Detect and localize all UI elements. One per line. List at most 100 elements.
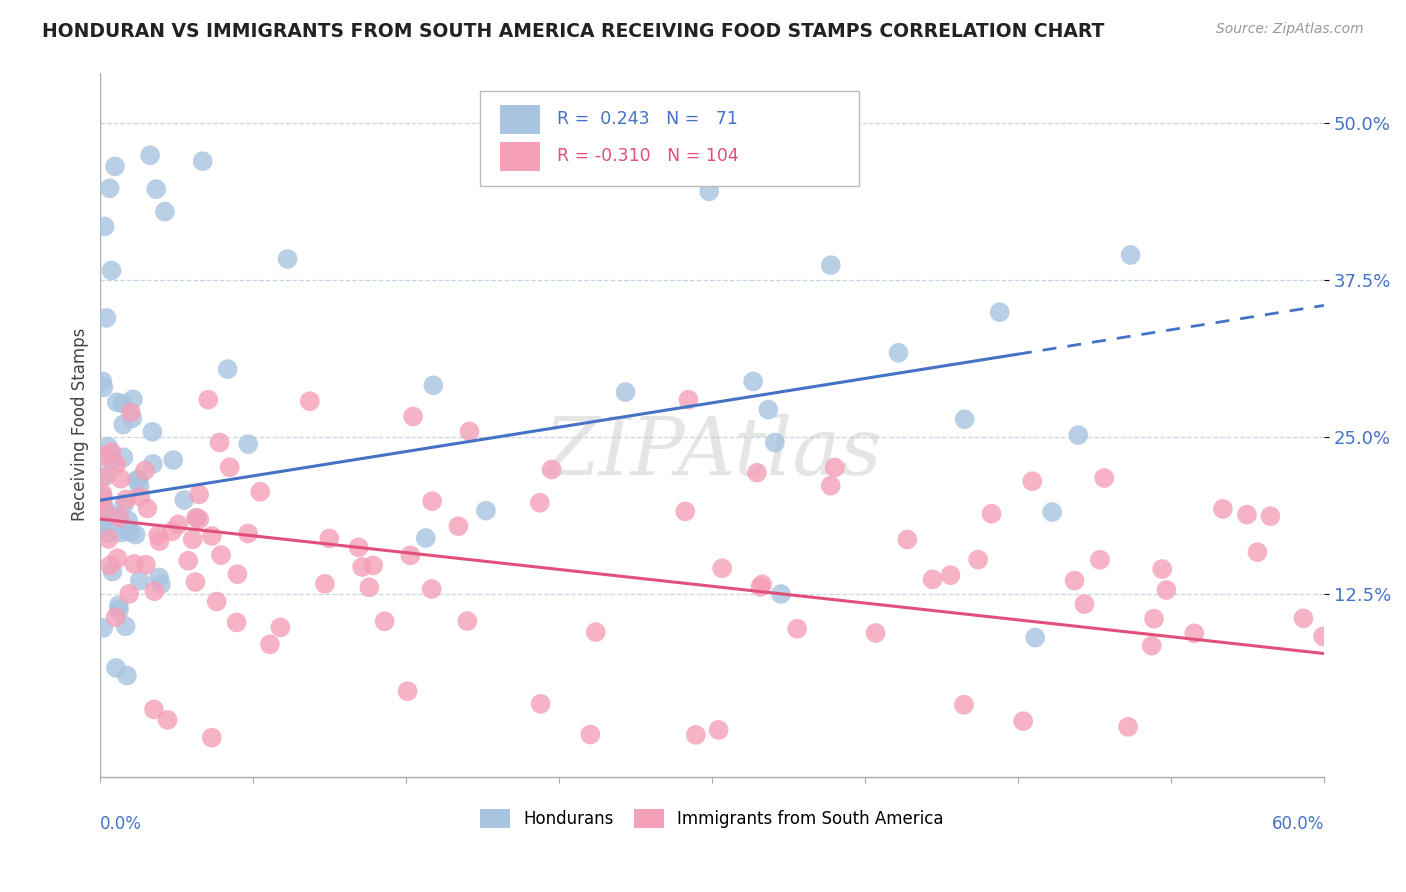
Point — [110, 472, 132, 486]
Point — [142, 702, 165, 716]
Point — [120, 525, 142, 540]
Point — [110, 525, 132, 540]
Point — [399, 549, 422, 563]
Point — [298, 394, 321, 409]
Point — [751, 577, 773, 591]
Point — [107, 551, 129, 566]
Point — [93, 502, 115, 516]
Point — [91, 380, 114, 394]
Point — [347, 541, 370, 555]
Point — [96, 310, 118, 325]
Point — [1152, 562, 1174, 576]
Point — [108, 599, 131, 613]
Y-axis label: Receiving Food Stamps: Receiving Food Stamps — [72, 328, 89, 522]
Point — [167, 517, 190, 532]
Point — [1212, 502, 1234, 516]
Point — [361, 558, 384, 573]
Point — [820, 478, 842, 492]
Point — [420, 494, 443, 508]
Point — [820, 258, 842, 272]
Point — [218, 460, 240, 475]
Point — [150, 577, 173, 591]
Point — [1140, 639, 1163, 653]
Point — [173, 493, 195, 508]
Point — [1067, 428, 1090, 442]
Point — [756, 402, 779, 417]
Point — [156, 713, 179, 727]
Point — [749, 580, 772, 594]
Point — [1292, 611, 1315, 625]
Text: R = -0.310   N = 104: R = -0.310 N = 104 — [557, 147, 738, 165]
Point — [98, 558, 121, 573]
Point — [112, 450, 135, 465]
Point — [143, 584, 166, 599]
Point — [97, 532, 120, 546]
Point — [91, 621, 114, 635]
Point — [249, 484, 271, 499]
Text: 60.0%: 60.0% — [1271, 815, 1324, 833]
Point — [93, 501, 115, 516]
Point — [1092, 471, 1115, 485]
Point — [711, 561, 734, 575]
Point — [585, 625, 607, 640]
Text: Source: ZipAtlas.com: Source: ZipAtlas.com — [1216, 22, 1364, 37]
Point — [91, 509, 114, 524]
Point — [135, 558, 157, 572]
Point — [1246, 545, 1268, 559]
Point — [136, 501, 159, 516]
Point — [112, 417, 135, 432]
Point — [191, 154, 214, 169]
Point — [141, 425, 163, 439]
Point — [1236, 508, 1258, 522]
Point — [115, 492, 138, 507]
Point — [209, 548, 232, 562]
Point — [1182, 626, 1205, 640]
Point — [91, 470, 114, 484]
Point — [259, 637, 281, 651]
Point — [91, 494, 114, 508]
Point — [188, 512, 211, 526]
Point — [529, 697, 551, 711]
Point — [1116, 720, 1139, 734]
Point — [120, 405, 142, 419]
Point — [148, 528, 170, 542]
Point — [422, 378, 444, 392]
Point — [1260, 509, 1282, 524]
Point — [114, 619, 136, 633]
Point — [1021, 474, 1043, 488]
Point — [97, 526, 120, 541]
Point — [824, 460, 846, 475]
Point — [967, 552, 990, 566]
Point — [887, 345, 910, 359]
Point — [148, 534, 170, 549]
Point — [129, 490, 152, 504]
Point — [153, 204, 176, 219]
Point — [186, 511, 208, 525]
Point — [673, 504, 696, 518]
Point — [707, 723, 730, 737]
Point — [118, 587, 141, 601]
Point — [456, 614, 478, 628]
Point — [745, 466, 768, 480]
Point — [953, 412, 976, 426]
Point — [128, 472, 150, 486]
Point — [614, 385, 637, 400]
Point — [184, 574, 207, 589]
Point — [162, 453, 184, 467]
Point — [1088, 553, 1111, 567]
Point — [352, 560, 374, 574]
Point — [447, 519, 470, 533]
Point — [134, 464, 156, 478]
Point — [98, 181, 121, 195]
Point — [117, 514, 139, 528]
Point — [128, 574, 150, 588]
Point — [188, 487, 211, 501]
Point — [107, 509, 129, 524]
Point — [104, 610, 127, 624]
Bar — [501, 142, 540, 171]
Point — [122, 557, 145, 571]
Point — [105, 457, 128, 471]
Point — [415, 531, 437, 545]
Point — [697, 185, 720, 199]
Point — [104, 160, 127, 174]
